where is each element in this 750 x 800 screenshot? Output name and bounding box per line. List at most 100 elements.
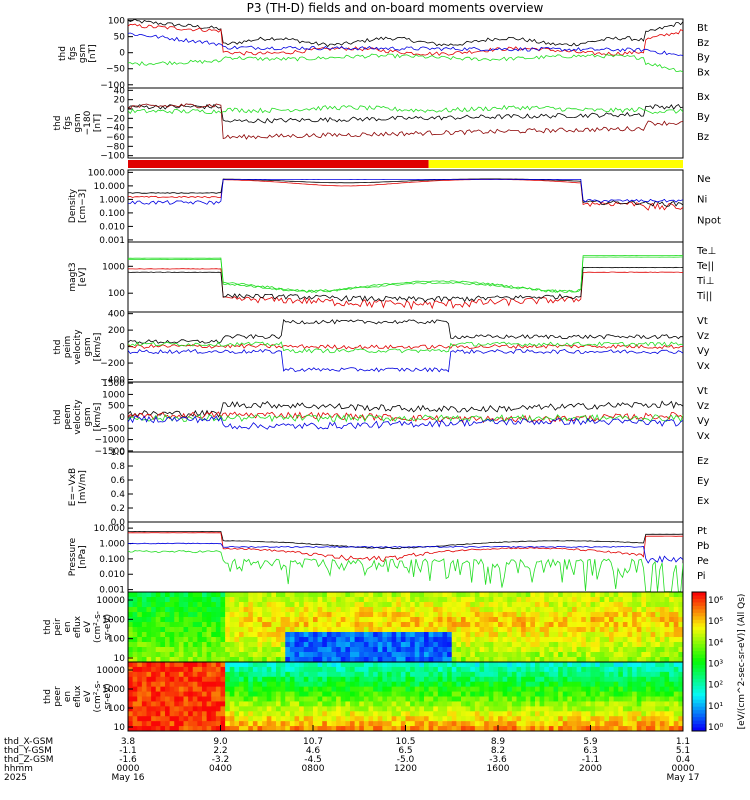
heatmap-cell [202,696,208,702]
heatmap-cell [285,632,291,638]
heatmap-cell [650,676,656,683]
heatmap-cell [410,711,416,717]
heatmap-cell [618,676,624,683]
heatmap-cell [664,696,670,702]
heatmap-cell [493,642,499,648]
colorbar-tick: 10⁴ [708,638,723,648]
heatmap-cell [558,662,564,668]
heatmap-cell [433,597,439,603]
heatmap-cell [331,666,337,673]
heatmap-cell [562,617,568,623]
heatmap-cell [465,632,471,638]
heatmap-cell [659,657,665,663]
heatmap-cell [391,716,397,722]
heatmap-cell [424,607,430,613]
heatmap-cell [572,637,578,643]
heatmap-cell [215,701,221,707]
heatmap-cell [373,706,379,712]
heatmap-cell [340,612,346,618]
heatmap-cell [239,676,245,683]
heatmap-cell [646,662,652,668]
heatmap-cell [276,652,282,658]
heatmap-cell [599,602,605,608]
ylabel-line: [eV] [78,268,88,287]
colorbar-swatch [692,671,706,676]
heatmap-cell [507,597,513,603]
heatmap-cell [197,696,203,702]
heatmap-cell [456,617,462,623]
heatmap-cell [326,617,332,623]
heatmap-cell [141,666,147,673]
heatmap-cell [516,671,522,678]
heatmap-cell [382,637,388,643]
heatmap-cell [377,602,383,608]
heatmap-cell [442,617,448,623]
heatmap-cell [243,681,249,688]
heatmap-cell [641,617,647,623]
heatmap-cell [461,691,467,697]
ytick-label: −200 [100,359,125,369]
heatmap-cell [627,657,633,663]
heatmap-cell [183,706,189,712]
heatmap-cell [188,597,194,603]
heatmap-cell [609,706,615,712]
heatmap-cell [474,642,480,648]
heatmap-cell [141,676,147,683]
heatmap-cell [479,622,485,628]
heatmap-cell [604,637,610,643]
heatmap-cell [183,602,189,608]
heatmap-cell [303,701,309,707]
heatmap-cell [211,681,217,688]
heatmap-cell [354,642,360,648]
heatmap-cell [294,622,300,628]
heatmap-cell [317,711,323,717]
heatmap-cell [521,602,527,608]
heatmap-cell [141,632,147,638]
heatmap-cell [479,662,485,668]
heatmap-cell [322,627,328,633]
heatmap-cell [178,662,184,668]
heatmap-cell [276,642,282,648]
legend-entry: Vt [697,316,708,327]
ytick-label: 0 [119,49,125,59]
heatmap-cell [363,612,369,618]
heatmap-cell [220,657,226,663]
heatmap-cell [465,592,471,598]
heatmap-cell [220,632,226,638]
heatmap-cell [558,721,564,727]
heatmap-cell [128,691,134,697]
heatmap-cell [461,597,467,603]
heatmap-cell [507,612,513,618]
heatmap-cell [294,592,300,598]
heatmap-cell [192,696,198,702]
heatmap-cell [322,622,328,628]
colorbar-swatch [692,644,706,649]
heatmap-cell [294,597,300,603]
heatmap-cell [498,657,504,663]
heatmap-cell [581,597,587,603]
heatmap-cell [632,701,638,707]
heatmap-cell [271,642,277,648]
heatmap-cell [484,676,490,683]
heatmap-cell [456,597,462,603]
heatmap-cell [151,676,157,683]
heatmap-cell [225,696,231,702]
heatmap-cell [447,686,453,693]
heatmap-cell [465,726,471,732]
heatmap-cell [595,597,601,603]
heatmap-cell [294,612,300,618]
heatmap-cell [572,602,578,608]
heatmap-cell [396,627,402,633]
heatmap-cell [511,622,517,628]
heatmap-cell [192,662,198,668]
heatmap-cell [345,592,351,598]
heatmap-cell [451,617,457,623]
heatmap-cell [535,711,541,717]
heatmap-cell [461,726,467,732]
heatmap-cell [391,652,397,658]
heatmap-cell [479,632,485,638]
heatmap-cell [294,666,300,673]
heatmap-cell [160,701,166,707]
heatmap-cell [313,676,319,683]
